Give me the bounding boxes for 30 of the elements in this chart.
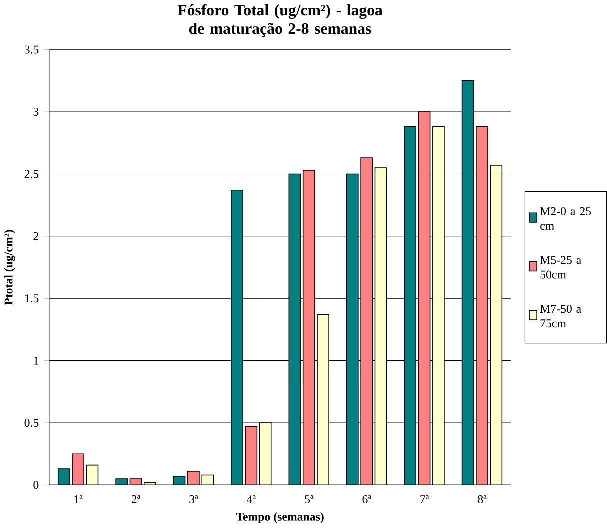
bar <box>130 478 142 486</box>
bar <box>404 126 417 486</box>
y-axis-title: Ptotal (ug/cm²) <box>4 230 16 306</box>
bar <box>288 174 302 486</box>
bar <box>462 80 474 486</box>
x-tick-label: 4ª <box>247 496 256 504</box>
y-tick-label: 0 <box>34 481 39 490</box>
x-tick-label: 6ª <box>362 496 372 504</box>
x-tick-label: 7ª <box>420 496 430 504</box>
x-axis-title: Tempo (semanas) <box>236 512 324 524</box>
x-tick-label: 1ª <box>74 496 83 504</box>
y-tick-label: 3 <box>34 108 39 116</box>
x-tick-label: 8ª <box>478 496 487 504</box>
y-tick-label: 1.5 <box>25 294 39 303</box>
y-tick-label: 1 <box>34 357 38 365</box>
bar <box>231 190 244 486</box>
x-tick-label: 2ª <box>132 496 141 504</box>
y-tick-label: 2.5 <box>24 170 39 178</box>
bar <box>346 174 359 486</box>
legend-label: M5-25 a 50cm <box>540 256 582 279</box>
y-tick-label: 2 <box>34 232 38 240</box>
y-tick-label: 3.5 <box>24 46 39 54</box>
bar <box>86 465 99 486</box>
legend-label: M2-0 a 25 cm <box>540 208 592 230</box>
legend-label: M7-50 a 75cm <box>540 305 582 328</box>
bar <box>58 468 70 486</box>
x-tick-label: 3ª <box>190 496 198 504</box>
y-tick-label: 0.5 <box>24 419 39 428</box>
chart-title: Fósforo Total (ug/cm²) - lagoa de maturação 2-8 semanas <box>178 4 383 38</box>
x-tick-label: 5ª <box>305 496 314 504</box>
